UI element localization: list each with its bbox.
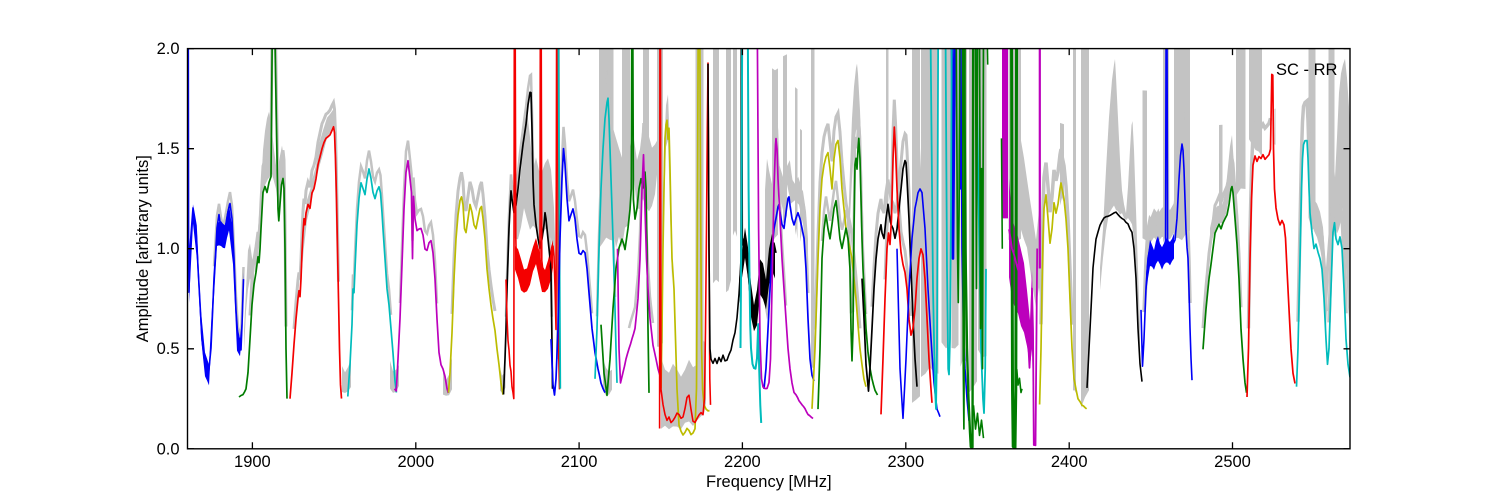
svg-text:2100: 2100 (561, 453, 598, 471)
svg-text:0.0: 0.0 (157, 440, 180, 458)
svg-text:Amplitude [arbitrary units]: Amplitude [arbitrary units] (134, 155, 152, 342)
svg-text:2.0: 2.0 (157, 40, 180, 58)
svg-text:1.5: 1.5 (157, 140, 180, 158)
svg-text:2300: 2300 (887, 453, 924, 471)
svg-text:2500: 2500 (1214, 453, 1251, 471)
svg-text:2200: 2200 (724, 453, 761, 471)
svg-text:Frequency [MHz]: Frequency [MHz] (706, 473, 832, 491)
svg-text:SC - RR: SC - RR (1276, 61, 1338, 79)
svg-text:0.5: 0.5 (157, 340, 180, 358)
svg-text:2400: 2400 (1051, 453, 1088, 471)
svg-text:1.0: 1.0 (157, 240, 180, 258)
svg-text:2000: 2000 (397, 453, 434, 471)
svg-text:1900: 1900 (234, 453, 271, 471)
